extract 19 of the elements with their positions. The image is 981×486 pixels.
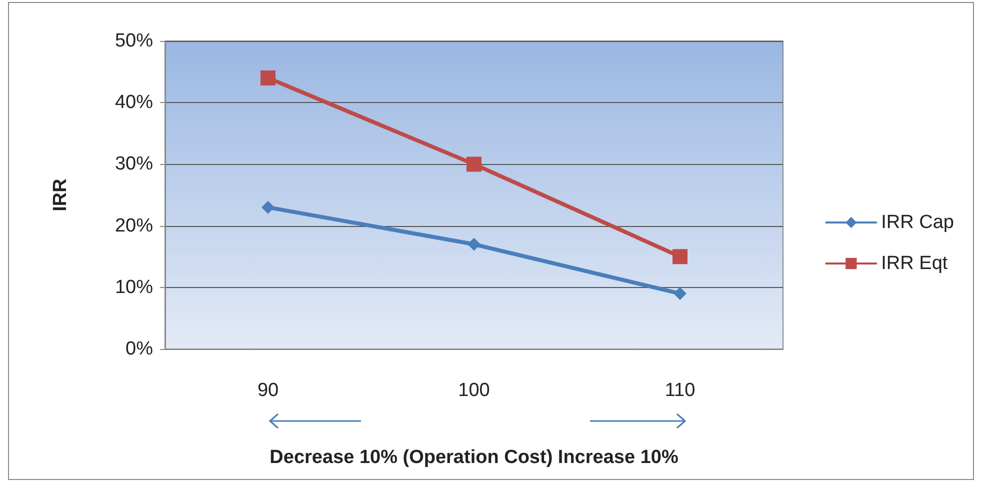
y-tick-label: 30%: [114, 154, 154, 175]
point: [260, 70, 276, 86]
y-tick-label: 40%: [114, 92, 154, 114]
point: [674, 287, 686, 300]
x-tick-label: 90: [257, 380, 279, 401]
y-tick-label: 10%: [114, 276, 154, 298]
legend-label: IRR Cap: [881, 212, 954, 233]
y-tick-label: 20%: [114, 215, 154, 236]
y-axis-title: IRR: [50, 178, 71, 212]
x-tick-label: 110: [664, 380, 696, 401]
point: [262, 200, 274, 214]
point: [672, 249, 688, 264]
y-tick-label: 50%: [114, 30, 154, 52]
point: [466, 156, 482, 172]
x-tick-label: 100: [458, 380, 490, 401]
x-axis-title: Decrease 10% (Operation Cost) Increase 10%: [270, 447, 678, 468]
y-tick-label: 0%: [126, 338, 154, 360]
point: [468, 238, 480, 251]
legend-label: IRR Eqt: [881, 253, 948, 274]
